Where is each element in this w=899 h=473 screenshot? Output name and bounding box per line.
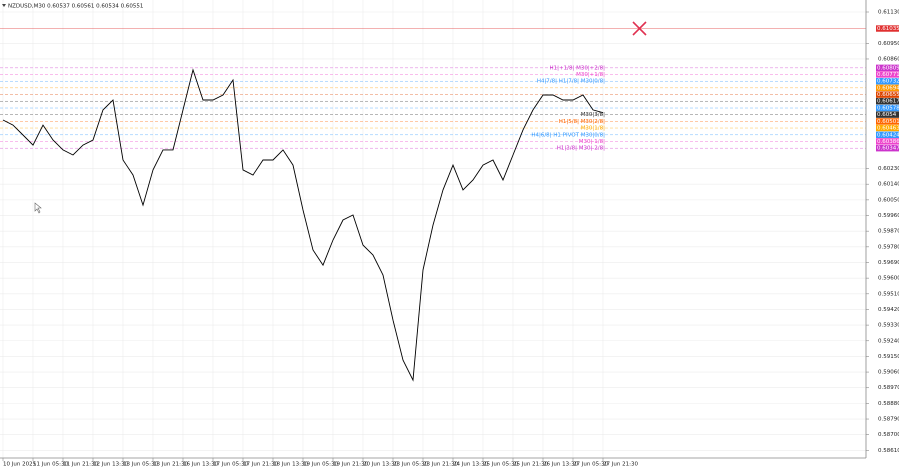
level-price: 0.60424 (877, 132, 899, 138)
level-text: H1|5/8| M30|2/8| (559, 119, 605, 125)
level-price: 0.60386 (877, 139, 899, 145)
x-tick-label: 13 Jun 21:30 (153, 462, 188, 468)
chart-title: NZDUSD,M30 0.60537 0.60561 0.60534 0.605… (8, 4, 143, 10)
level-price: 0.60463 (877, 126, 899, 132)
x-tick-label: 11 Jun 05:30 (33, 462, 68, 468)
y-tick-label: 0.60860 (878, 56, 899, 62)
y-tick-label: 0.59150 (878, 354, 899, 360)
x-tick-label: 10 Jun 2025 (3, 462, 37, 468)
y-tick-label: 0.58700 (878, 432, 899, 438)
x-tick-label: 26 Jun 13:30 (543, 462, 578, 468)
y-tick-label: 0.59420 (878, 307, 899, 313)
x-tick-label: 16 Jun 13:30 (183, 462, 218, 468)
level-price: 0.60578 (877, 106, 899, 112)
x-tick-label: 19 Jun 21:30 (333, 462, 368, 468)
level-text: H4|6/8| H1 PIVOT M30|0/8| (531, 132, 605, 138)
y-tick-label: 0.59510 (878, 291, 899, 297)
y-tick-label: 0.58880 (878, 401, 899, 407)
y-tick-label: 0.59870 (878, 229, 899, 235)
plot (2, 68, 604, 382)
x-tick-label: 11 Jun 21:30 (63, 462, 98, 468)
y-tick-label: 0.58970 (878, 385, 899, 391)
level-price: 0.60655 (877, 92, 899, 98)
level-text: H1|+1/8| M30|+2/8| (550, 65, 606, 71)
level-price-box (876, 131, 899, 139)
x-tick-label: 17 Jun 05:30 (213, 462, 248, 468)
level-price-box (876, 104, 899, 112)
y-tick-label: 0.59240 (878, 338, 899, 344)
y-tick-label: 0.58610 (878, 448, 899, 454)
y-tick-label: 0.61130 (878, 10, 899, 16)
cursor (34, 202, 42, 214)
level-price: 0.60732 (877, 79, 899, 85)
y-tick-label: 0.60050 (878, 197, 899, 203)
level-price: 0.60809 (877, 65, 899, 71)
x-tick-label: 17 Jun 21:30 (243, 462, 278, 468)
level-text: M30|-1/8| (579, 139, 605, 145)
level-text: M30|+1/8| (576, 72, 605, 78)
x-tick-label: 27 Jun 05:30 (573, 462, 608, 468)
level-price-box (876, 145, 899, 152)
level-text: H1|3/8| M30|-2/8| (557, 146, 605, 152)
y-tick-label: 0.60950 (878, 41, 899, 47)
x-tick-label: 13 Jun 05:30 (123, 462, 158, 468)
axis-labels: 0.61130 0.60950 0.60860 0.60230 0.60140 0.600… (2, 10, 899, 468)
level-price: 0.60694 (877, 85, 899, 91)
x-tick-label: 12 Jun 13:30 (93, 462, 128, 468)
x-tick-label: 20 Jun 13:30 (363, 462, 398, 468)
level-text: M30|3/8| (581, 112, 605, 118)
x-tick-label: 23 Jun 21:30 (423, 462, 458, 468)
level-price-box (876, 98, 899, 105)
y-tick-label: 0.59690 (878, 260, 899, 266)
current-price: 0.61035 (877, 26, 899, 32)
level-price-box (876, 91, 899, 98)
y-tick-label: 0.59330 (878, 323, 899, 329)
level-price-box (876, 118, 899, 125)
y-tick-label: 0.59060 (878, 370, 899, 376)
x-tick-label: 24 Jun 13:30 (453, 462, 488, 468)
level-price: 0.6054 (877, 112, 897, 118)
level-price: 0.60617 (877, 99, 899, 105)
y-tick-label: 0.60140 (878, 182, 899, 188)
x-tick-label: 23 Jun 05:30 (393, 462, 428, 468)
level-price: 0.60771 (877, 72, 899, 78)
y-tick-label: 0.60230 (878, 166, 899, 172)
level-price-box (876, 111, 899, 118)
x-tick-label: 19 Jun 05:30 (303, 462, 338, 468)
level-price-box (876, 124, 899, 132)
trade-marker (632, 21, 647, 36)
y-tick-label: 0.59600 (878, 276, 899, 282)
level-text: M30|1/8| (581, 126, 605, 132)
level-price: 0.60347 (877, 146, 899, 152)
x-tick-label: 25 Jun 21:30 (513, 462, 548, 468)
current-price-box (876, 25, 899, 32)
level-price-box (876, 138, 899, 145)
price-line (2, 68, 604, 382)
y-tick-label: 0.59780 (878, 244, 899, 250)
y-tick-label: 0.59960 (878, 213, 899, 219)
y-tick-label: 0.58790 (878, 417, 899, 423)
levels: H1|+1/8| M30|+2/8|M30|+1/8|H4|7/8| H1|7/… (0, 28, 866, 152)
level-price-box (876, 78, 899, 85)
x-tick-label: 27 Jun 21:30 (603, 462, 638, 468)
level-price: 0.60501 (877, 119, 899, 125)
x-tick-label: 18 Jun 13:30 (273, 462, 308, 468)
level-price-box (876, 71, 899, 78)
level-text: H4|7/8| H1|7/8| M30|0/8| (537, 79, 605, 85)
level-price-box (876, 64, 899, 72)
level-price-box (876, 84, 899, 92)
symbol-menu[interactable] (2, 4, 6, 7)
x-tick-label: 25 Jun 05:30 (483, 462, 518, 468)
